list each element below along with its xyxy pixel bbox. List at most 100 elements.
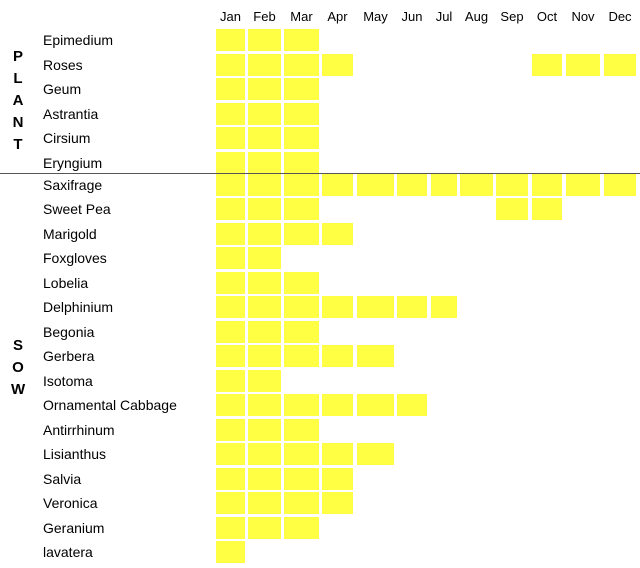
- month-cell: [284, 443, 319, 465]
- month-cell: [248, 127, 281, 149]
- plant-name: Isotoma: [43, 372, 93, 389]
- month-cell: [284, 151, 319, 174]
- month-cell: [431, 173, 457, 196]
- month-cell: [284, 516, 319, 539]
- month-cell: [496, 198, 528, 220]
- month-cell: [357, 394, 394, 416]
- month-cell: [566, 173, 600, 196]
- month-cell: [460, 173, 493, 196]
- month-cell: [216, 151, 245, 174]
- month-cell: [248, 467, 281, 490]
- month-cell: [604, 53, 636, 76]
- month-cell: [284, 198, 319, 220]
- month-cell: [248, 271, 281, 294]
- month-cell: [216, 320, 245, 343]
- month-cell: [216, 516, 245, 539]
- month-cell: [284, 222, 319, 245]
- month-cell: [284, 296, 319, 318]
- month-cell: [322, 173, 353, 196]
- month-cell: [284, 418, 319, 441]
- month-cell: [431, 296, 457, 318]
- month-cell: [248, 151, 281, 174]
- month-cell: [248, 198, 281, 220]
- month-header: Jul: [435, 9, 453, 24]
- month-cell: [248, 53, 281, 76]
- month-cell: [322, 222, 353, 245]
- month-cell: [216, 418, 245, 441]
- month-cell: [357, 296, 394, 318]
- month-cell: [216, 102, 245, 125]
- month-cell: [216, 78, 245, 100]
- month-cell: [284, 127, 319, 149]
- month-cell: [216, 127, 245, 149]
- month-cell: [248, 418, 281, 441]
- month-cell: [248, 320, 281, 343]
- month-cell: [216, 53, 245, 76]
- month-cell: [216, 271, 245, 294]
- month-header: Jun: [401, 9, 423, 24]
- month-cell: [248, 173, 281, 196]
- month-cell: [532, 198, 562, 220]
- month-header: Sep: [500, 9, 524, 24]
- month-header: May: [363, 9, 388, 24]
- plant-name: Lobelia: [43, 274, 89, 291]
- month-cell: [248, 443, 281, 465]
- month-header: Feb: [253, 9, 276, 24]
- month-cell: [216, 492, 245, 514]
- plant-name: Ornamental Cabbage: [43, 397, 177, 413]
- month-cell: [216, 247, 245, 269]
- month-header: Apr: [327, 9, 348, 24]
- month-cell: [284, 29, 319, 51]
- plant-name: Epimedium: [43, 32, 114, 48]
- month-header: Aug: [464, 9, 489, 24]
- month-cell: [322, 394, 353, 416]
- month-cell: [248, 247, 281, 269]
- plant-name: Delphinium: [43, 299, 114, 315]
- plant-name: Salvia: [43, 470, 82, 487]
- month-cell: [248, 78, 281, 100]
- month-cell: [284, 394, 319, 416]
- month-cell: [216, 296, 245, 318]
- plant-name: Lisianthus: [43, 446, 107, 462]
- month-cell: [357, 443, 394, 465]
- month-cell: [248, 394, 281, 416]
- month-cell: [284, 467, 319, 490]
- section-label: PLANT: [12, 48, 24, 154]
- plant-name: Gerbera: [43, 348, 95, 364]
- month-cell: [397, 394, 427, 416]
- plant-name: Begonia: [43, 323, 95, 340]
- month-cell: [216, 369, 245, 392]
- month-cell: [248, 29, 281, 51]
- plant-name: Marigold: [43, 225, 97, 242]
- month-cell: [248, 296, 281, 318]
- plant-name: Cirsium: [43, 130, 91, 146]
- month-cell: [248, 369, 281, 392]
- month-cell: [322, 53, 353, 76]
- month-cell: [532, 53, 562, 76]
- month-cell: [284, 78, 319, 100]
- month-header: Mar: [290, 9, 313, 24]
- month-cell: [216, 173, 245, 196]
- plant-name: Antirrhinum: [43, 421, 115, 438]
- plant-name: Astrantia: [43, 105, 99, 122]
- month-header: Oct: [536, 9, 558, 24]
- month-cell: [322, 443, 353, 465]
- month-cell: [248, 516, 281, 539]
- month-cell: [216, 198, 245, 220]
- month-cell: [284, 320, 319, 343]
- month-cell: [284, 492, 319, 514]
- month-cell: [322, 296, 353, 318]
- month-cell: [216, 443, 245, 465]
- plant-name: Veronica: [43, 495, 98, 511]
- plant-name: Saxifrage: [43, 176, 103, 193]
- month-cell: [284, 53, 319, 76]
- month-cell: [216, 394, 245, 416]
- month-header: Nov: [571, 9, 595, 24]
- month-cell: [284, 102, 319, 125]
- month-cell: [284, 173, 319, 196]
- month-cell: [357, 173, 394, 196]
- month-cell: [248, 102, 281, 125]
- month-cell: [216, 29, 245, 51]
- plant-name: Sweet Pea: [43, 201, 111, 217]
